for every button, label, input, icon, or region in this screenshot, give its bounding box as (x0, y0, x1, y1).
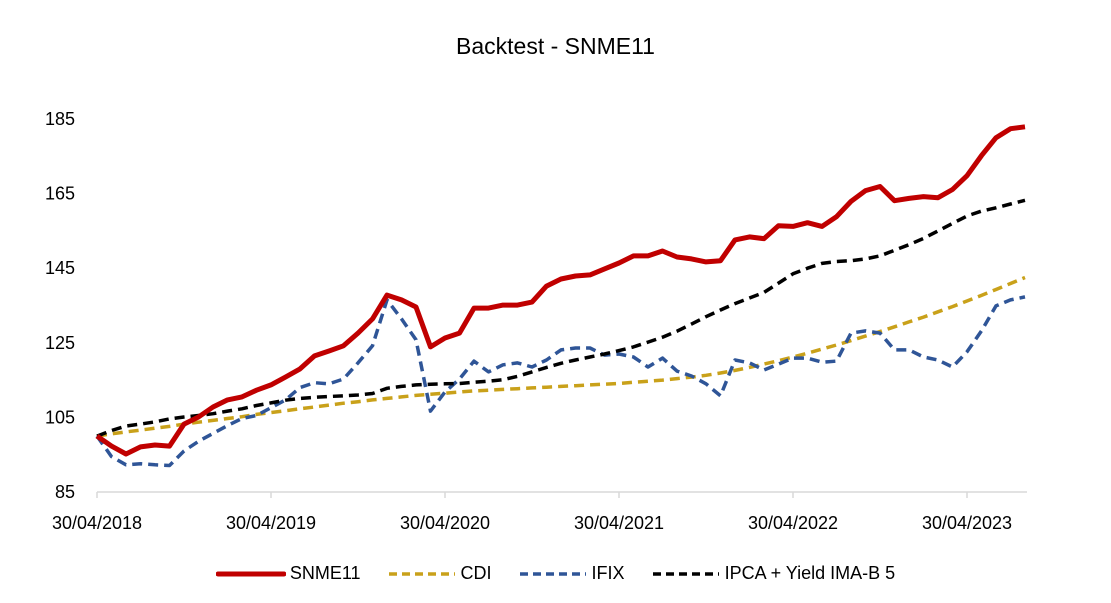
data-point (227, 425, 229, 427)
y-tick-label: 185 (45, 109, 75, 129)
data-point (821, 361, 823, 363)
legend-label-ifix: IFIX (591, 563, 625, 583)
legend-label-cdi: CDI (460, 563, 492, 583)
y-tick-label: 145 (45, 258, 75, 278)
data-point (285, 410, 287, 412)
legend-swatch-cdi (388, 571, 455, 576)
data-point (908, 349, 910, 351)
data-point (314, 382, 316, 384)
legend-swatch-ifix (519, 571, 586, 576)
legend-item-ifix: IFIX (518, 563, 625, 584)
data-point (966, 215, 968, 217)
data-point (807, 357, 809, 359)
data-point (328, 396, 330, 398)
data-point (836, 360, 838, 362)
y-tick-label: 165 (45, 184, 75, 204)
data-point (618, 383, 620, 385)
data-point (125, 431, 127, 433)
series-line-cdi (96, 275, 1026, 438)
series-group (95, 124, 1026, 468)
data-point (952, 222, 954, 224)
data-point (604, 383, 606, 385)
data-point (879, 255, 881, 257)
chart-title: Backtest - SNME11 (456, 33, 655, 59)
data-point (792, 357, 794, 359)
data-point (154, 421, 156, 423)
data-point (459, 378, 461, 380)
legend-item-snme11: SNME11 (215, 563, 361, 584)
legend-item-cdi: CDI (387, 563, 492, 584)
series-line-ipca-yield-ima-b-5 (96, 198, 1026, 438)
data-point (821, 348, 823, 350)
data-point (212, 432, 214, 434)
data-point (865, 258, 867, 260)
legend: SNME11 CDI IFIX IPCA + Yield IMA-B 5 (0, 563, 1111, 584)
data-point (778, 360, 780, 362)
data-point (328, 383, 330, 385)
data-point (343, 378, 345, 380)
data-point (923, 356, 925, 358)
data-point (792, 356, 794, 358)
legend-swatch-snme11 (215, 571, 286, 576)
x-tick-label: 30/04/2022 (748, 513, 838, 533)
data-point (140, 429, 142, 431)
data-point (299, 397, 301, 399)
data-point (459, 391, 461, 393)
data-point (140, 423, 142, 425)
legend-item-ipca: IPCA + Yield IMA-B 5 (651, 563, 896, 584)
data-point (314, 396, 316, 398)
legend-label-ipca: IPCA + Yield IMA-B 5 (724, 563, 896, 583)
x-tick-label: 30/04/2019 (226, 513, 316, 533)
y-tick-label: 85 (55, 482, 75, 502)
x-tick-label: 30/04/2020 (400, 513, 490, 533)
series-line-ifix (95, 295, 1026, 468)
data-point (488, 380, 490, 382)
data-point (952, 366, 954, 368)
y-tick-label: 125 (45, 333, 75, 353)
data-point (299, 408, 301, 410)
legend-swatch-ipca (652, 571, 719, 576)
data-point (850, 260, 852, 262)
series-points-ifix (96, 296, 1026, 467)
x-tick-label: 30/04/2018 (52, 513, 142, 533)
axes: 85 105 125 145 165 185 30/04/2018 30/04/2019 30/… (45, 109, 1027, 533)
data-point (198, 440, 200, 442)
data-point (270, 407, 272, 409)
y-tick-label: 105 (45, 407, 75, 427)
legend-label-snme11: SNME11 (289, 563, 361, 583)
data-point (314, 406, 316, 408)
data-point (807, 352, 809, 354)
data-point (473, 390, 475, 392)
x-tick-label: 30/04/2021 (574, 513, 664, 533)
data-point (894, 349, 896, 351)
data-point (633, 381, 635, 383)
series-points-cdi (96, 277, 1026, 438)
x-tick-label: 30/04/2023 (922, 513, 1012, 533)
data-point (894, 249, 896, 251)
data-point (125, 425, 127, 427)
data-point (473, 381, 475, 383)
data-point (502, 379, 504, 381)
data-point (111, 433, 113, 435)
series-points-ipca-yield-ima-b-5 (96, 199, 1026, 437)
series-points-snme11 (96, 126, 1026, 455)
data-point (937, 359, 939, 361)
series-line-snme11 (95, 124, 1026, 457)
